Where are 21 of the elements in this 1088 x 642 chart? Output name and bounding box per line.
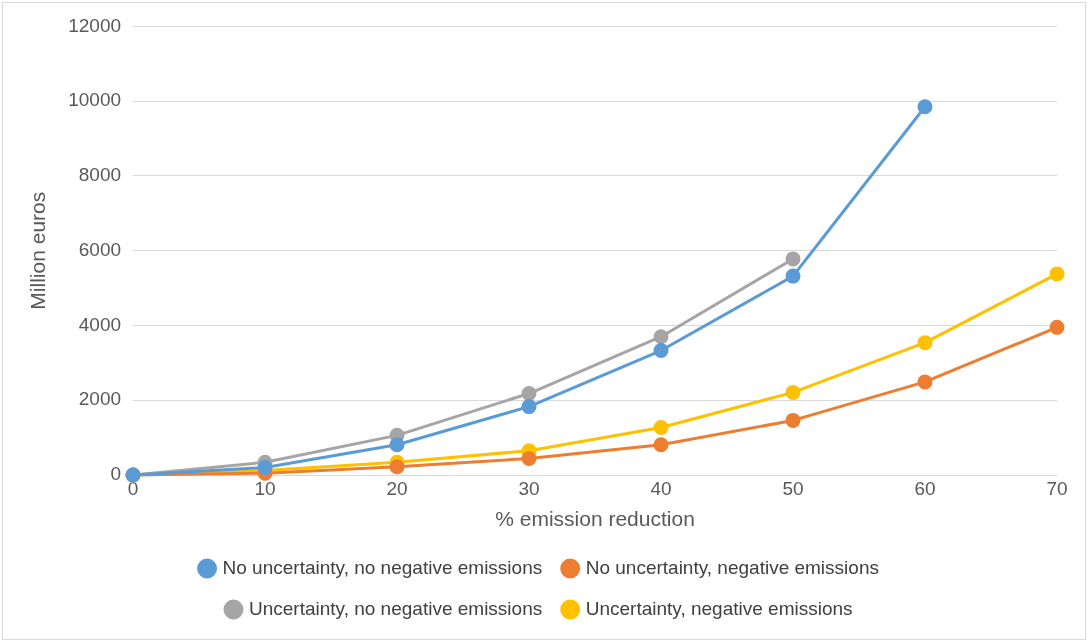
legend-label: Uncertainty, no negative emissions [248, 597, 543, 619]
x-tick-label: 70 [1046, 477, 1068, 499]
y-tick-label: 0 [110, 463, 122, 485]
legend-label: No uncertainty, no negative emissions [222, 556, 543, 578]
y-tick-label: 6000 [78, 238, 122, 260]
x-tick-label: 40 [650, 477, 672, 499]
legend-label: Uncertainty, negative emissions [585, 597, 853, 619]
y-tick-label: 2000 [78, 388, 122, 410]
y-tick-label: 10000 [68, 89, 122, 111]
x-axis-title: % emission reduction [495, 507, 695, 531]
x-tick-label: 10 [254, 477, 276, 499]
legend-label: No uncertainty, negative emissions [585, 556, 879, 578]
x-tick-label: 0 [127, 477, 139, 499]
x-tick-label: 30 [518, 477, 540, 499]
y-axis-title: Million euros [26, 191, 50, 310]
y-tick-label: 8000 [78, 164, 122, 186]
y-tick-label: 4000 [78, 313, 122, 335]
x-tick-label: 60 [914, 477, 936, 499]
x-tick-label: 20 [386, 477, 408, 499]
x-tick-label: 50 [782, 477, 804, 499]
y-tick-label: 12000 [68, 14, 122, 36]
